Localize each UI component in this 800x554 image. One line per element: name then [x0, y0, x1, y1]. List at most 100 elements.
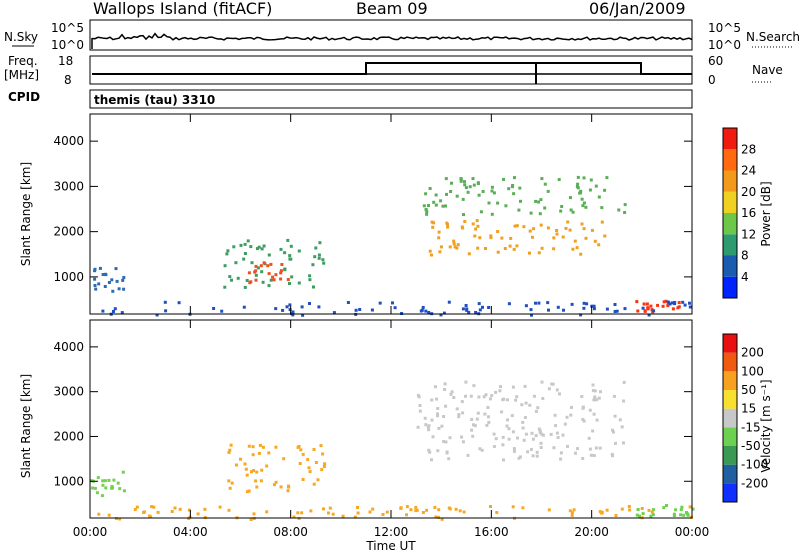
data-cell	[566, 444, 569, 448]
data-cell	[462, 213, 465, 217]
data-cell	[464, 394, 467, 398]
data-cell	[496, 201, 500, 205]
power-colorbar-label: Power [dB]	[759, 181, 773, 246]
data-cell	[297, 249, 301, 253]
data-cell	[307, 466, 311, 470]
data-cell	[257, 245, 261, 249]
data-cell	[613, 414, 617, 418]
data-cell	[346, 301, 350, 304]
data-cell	[523, 416, 527, 419]
data-cell	[523, 384, 527, 388]
data-cell	[521, 426, 525, 430]
data-cell	[575, 246, 579, 250]
data-cell	[449, 392, 453, 396]
data-cell	[552, 236, 556, 240]
data-cell	[319, 444, 323, 448]
data-cell	[490, 185, 494, 189]
colorbar-frame	[722, 127, 738, 299]
data-cell	[580, 222, 584, 226]
data-cell	[561, 235, 565, 239]
data-cell	[492, 191, 496, 195]
data-cell	[149, 515, 153, 519]
data-cell	[121, 278, 125, 282]
data-cell	[90, 479, 94, 483]
data-cell	[312, 448, 316, 451]
data-cell	[573, 239, 577, 243]
data-cell	[599, 390, 602, 394]
data-cell	[487, 306, 491, 309]
data-cell	[531, 235, 534, 239]
data-cell	[646, 306, 650, 310]
data-cell	[447, 457, 451, 461]
colorbar-tick-label: 24	[741, 164, 756, 178]
colorbar-swatch	[723, 446, 737, 465]
data-cell	[428, 450, 432, 454]
data-cell	[450, 181, 453, 185]
data-cell	[135, 505, 139, 509]
data-cell	[110, 278, 114, 282]
data-cell	[592, 454, 596, 457]
data-cell	[611, 428, 614, 432]
data-cell	[265, 510, 269, 514]
data-cell	[537, 301, 541, 305]
data-cell	[418, 404, 422, 407]
data-cell	[291, 313, 295, 317]
data-cell	[556, 305, 560, 309]
data-cell	[152, 505, 156, 509]
data-cell	[662, 300, 666, 304]
data-cell	[474, 227, 478, 231]
data-cell	[269, 278, 273, 282]
data-cell	[436, 412, 439, 416]
data-cell	[177, 301, 181, 305]
data-cell	[424, 192, 428, 196]
data-cell	[529, 448, 533, 451]
data-cell	[321, 452, 325, 456]
data-cell	[101, 483, 105, 487]
data-cell	[288, 308, 292, 312]
data-cell	[442, 415, 446, 418]
data-cell	[472, 423, 475, 427]
data-cell	[476, 411, 480, 415]
data-cell	[594, 184, 598, 188]
data-cell	[507, 187, 511, 191]
power-ylabel: Slant Range [km]	[19, 162, 33, 266]
data-cell	[556, 436, 560, 439]
time-tick-label: 04:00	[173, 525, 208, 539]
data-cell	[291, 310, 295, 314]
data-cell	[614, 441, 617, 445]
data-cell	[104, 486, 108, 490]
data-cell	[554, 424, 558, 428]
data-cell	[530, 313, 533, 317]
data-cell	[582, 301, 586, 305]
data-cell	[618, 418, 622, 422]
data-cell	[500, 236, 504, 240]
data-cell	[623, 211, 627, 214]
velocity-colorbar-label: Velocity [m s⁻¹]	[759, 379, 773, 472]
data-cell	[250, 470, 253, 474]
data-cell	[426, 425, 430, 429]
data-cell	[584, 205, 588, 209]
data-cell	[285, 305, 289, 309]
data-cell	[473, 234, 477, 238]
data-cell	[439, 245, 443, 249]
data-cell	[613, 310, 617, 313]
data-cell	[592, 307, 596, 311]
data-cell	[538, 429, 542, 433]
data-cell	[534, 409, 538, 413]
data-cell	[292, 515, 296, 519]
data-cell	[570, 405, 573, 409]
data-cell	[279, 485, 283, 489]
data-cell	[649, 304, 653, 308]
data-cell	[301, 478, 305, 481]
data-cell	[576, 182, 580, 186]
data-cell	[555, 229, 559, 232]
data-cell	[466, 190, 470, 194]
data-cell	[513, 176, 516, 180]
data-cell	[279, 277, 283, 281]
colorbar-tick-label: 28	[741, 142, 756, 156]
data-cell	[522, 438, 526, 442]
data-cell	[670, 301, 674, 305]
data-cell	[286, 278, 290, 281]
data-cell	[605, 508, 609, 512]
data-cell	[589, 178, 593, 182]
